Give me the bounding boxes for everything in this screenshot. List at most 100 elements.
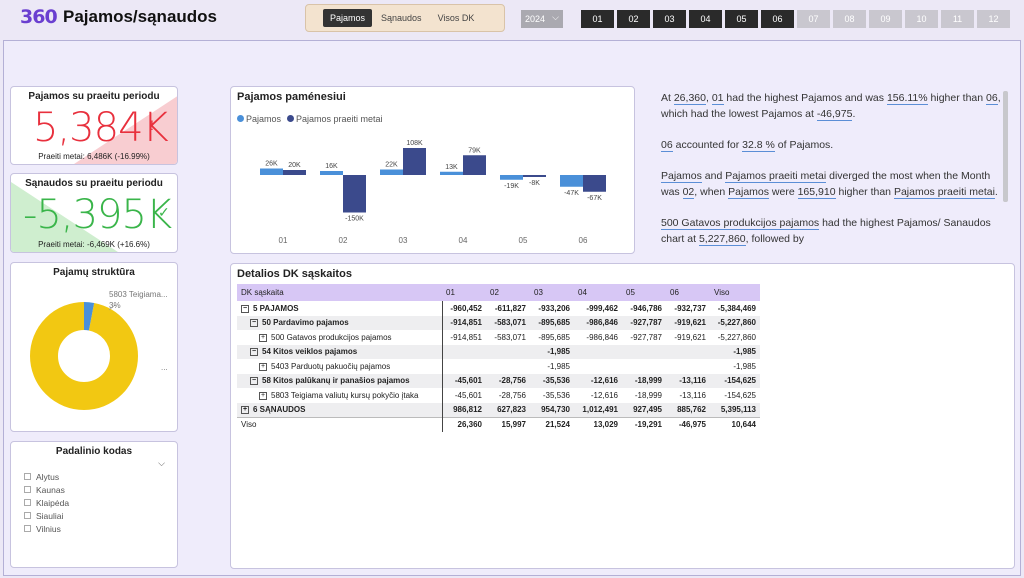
value-cell: -13,116	[679, 390, 706, 400]
total-value: 10,644	[710, 416, 760, 432]
legend-pajamos-praeiti-metai[interactable]: Pajamos praeiti metai	[287, 114, 383, 124]
column-header[interactable]: Viso	[710, 284, 760, 301]
column-header[interactable]: 05	[622, 284, 666, 301]
value-cell: -895,685	[530, 315, 574, 330]
slicer-item-vilnius[interactable]: Vilnius	[24, 522, 69, 535]
monthly-income-chart-card: Pajamos paménesiui Pajamos Pajamos praei…	[230, 86, 635, 254]
row-label: 500 Gatavos produkcijos pajamos	[271, 332, 392, 342]
narrative-scrollbar[interactable]	[1003, 91, 1008, 202]
donut-label-top: 5803 Teigiama...	[109, 290, 168, 299]
kpi-costs-background	[11, 182, 118, 252]
department-slicer-list: Alytus Kaunas Klaipėda Siauliai Vilnius	[24, 470, 69, 535]
checkbox[interactable]	[24, 486, 31, 493]
legend-label-pajamos-praeiti-metai: Pajamos praeiti metai	[296, 114, 383, 124]
month-02[interactable]: 02	[617, 10, 650, 28]
month-11[interactable]: 11	[941, 10, 974, 28]
bar-pajamos-06[interactable]	[560, 175, 583, 187]
income-structure-donut[interactable]: 5803 Teigiama... 3% ...	[11, 283, 179, 433]
value-cell: -927,787	[622, 315, 666, 330]
tab-pajamos[interactable]: Pajamos	[323, 9, 373, 27]
slicer-item-siauliai[interactable]: Siauliai	[24, 509, 69, 522]
bar-praeiti-metai-06[interactable]	[583, 175, 606, 192]
month-04[interactable]: 04	[689, 10, 722, 28]
value-cell: -5,227,860	[717, 332, 756, 342]
month-07[interactable]: 07	[797, 10, 830, 28]
bar-praeiti-metai-05[interactable]	[523, 175, 546, 177]
total-value: 21,524	[530, 416, 574, 432]
year-dropdown[interactable]: 2024 ⌵	[521, 10, 563, 28]
slicer-item-klaipėda[interactable]: Klaipėda	[24, 496, 69, 509]
monthly-income-chart[interactable]: 26K 20K 01 16K -150K 02 22K 108K 03 13K 79K 04 -19K -…	[231, 87, 636, 255]
month-09[interactable]: 09	[869, 10, 902, 28]
data-label: -8K	[529, 180, 540, 187]
bar-pajamos-04[interactable]	[440, 171, 463, 175]
column-header[interactable]: 03	[530, 284, 574, 301]
value-cell	[622, 344, 666, 359]
value-cell	[666, 359, 710, 374]
month-01[interactable]: 01	[581, 10, 614, 28]
month-05[interactable]: 05	[725, 10, 758, 28]
chevron-down-icon[interactable]: ⌵	[158, 458, 165, 468]
value-cell: -1,985	[733, 361, 756, 371]
value-cell: -914,851	[442, 315, 486, 330]
legend-pajamos[interactable]: Pajamos	[237, 114, 281, 124]
legend-label-pajamos: Pajamos	[246, 114, 282, 124]
value-cell: 627,823	[486, 402, 530, 417]
row-label: 5 PAJAMOS	[253, 303, 299, 313]
month-06[interactable]: 06	[761, 10, 794, 28]
value-cell: -5,384,469	[717, 303, 756, 313]
kpi-income-card[interactable]: Pajamos su praeitu periodu 5,384K ! Prae…	[10, 86, 178, 165]
slicer-item-alytus[interactable]: Alytus	[24, 470, 69, 483]
checkbox[interactable]	[24, 512, 31, 519]
bar-pajamos-05[interactable]	[500, 175, 523, 180]
tab-visos-dk[interactable]: Visos DK	[437, 13, 475, 23]
bar-praeiti-metai-04[interactable]	[463, 155, 486, 175]
month-10[interactable]: 10	[905, 10, 938, 28]
checkbox[interactable]	[24, 473, 31, 480]
tab-sanaudos[interactable]: Sąnaudos	[381, 13, 422, 23]
department-slicer: Padalinio kodas ⌵ Alytus Kaunas Klaipėda Si…	[10, 441, 178, 568]
value-cell: -35,536	[530, 373, 574, 388]
table-row: −54 Kitos veiklos pajamos -1,985 -1,985	[237, 344, 760, 359]
row-label-cell: +5403 Parduotų pakuočių pajamos	[237, 359, 443, 374]
month-03[interactable]: 03	[653, 10, 686, 28]
bar-praeiti-metai-01[interactable]	[283, 170, 306, 175]
column-header[interactable]: 02	[486, 284, 530, 301]
month-12[interactable]: 12	[977, 10, 1010, 28]
collapse-icon[interactable]: −	[250, 348, 258, 357]
table-row: +500 Gatavos produkcijos pajamos -914,851…	[237, 330, 760, 345]
column-header[interactable]: 04	[574, 284, 622, 301]
total-value: -19,291	[622, 416, 666, 432]
value-cell: 986,812	[442, 402, 486, 417]
kpi-costs-card[interactable]: Sąnaudos su praeitu periodu -5,395K ✓ Pr…	[10, 173, 178, 253]
bar-pajamos-01[interactable]	[260, 168, 283, 176]
x-tick-label: 04	[459, 236, 468, 245]
expand-icon[interactable]: +	[259, 333, 267, 342]
collapse-icon[interactable]: −	[250, 319, 258, 328]
column-header[interactable]: DK sąskaita	[237, 284, 442, 301]
kpi-costs-previous: Praeiti metai: -6,469K (+16.6%)	[38, 240, 150, 249]
checkbox[interactable]	[24, 499, 31, 506]
column-header[interactable]: 01	[442, 284, 486, 301]
expand-icon[interactable]: +	[241, 405, 249, 414]
collapse-icon[interactable]: −	[250, 377, 258, 386]
donut-slice-main[interactable]	[30, 302, 138, 410]
donut-leader-line	[108, 304, 116, 311]
collapse-icon[interactable]: −	[241, 304, 249, 313]
expand-icon[interactable]: +	[259, 391, 267, 400]
value-cell: -18,999	[622, 373, 666, 388]
kpi-income-value: 5,384K	[33, 105, 169, 151]
column-header[interactable]: 06	[666, 284, 710, 301]
bar-praeiti-metai-03[interactable]	[403, 148, 426, 175]
value-cell: -933,206	[538, 303, 570, 313]
slicer-item-kaunas[interactable]: Kaunas	[24, 483, 69, 496]
bar-pajamos-02[interactable]	[320, 171, 343, 175]
chart-legend: Pajamos Pajamos praeiti metai	[237, 114, 383, 124]
bar-pajamos-03[interactable]	[380, 169, 403, 176]
checkbox[interactable]	[24, 525, 31, 532]
donut-slice-5803[interactable]	[30, 302, 138, 410]
month-08[interactable]: 08	[833, 10, 866, 28]
bar-praeiti-metai-02[interactable]	[343, 175, 366, 213]
row-label: 58 Kitos palūkanų ir panašios pajamos	[262, 376, 410, 386]
expand-icon[interactable]: +	[259, 362, 267, 371]
